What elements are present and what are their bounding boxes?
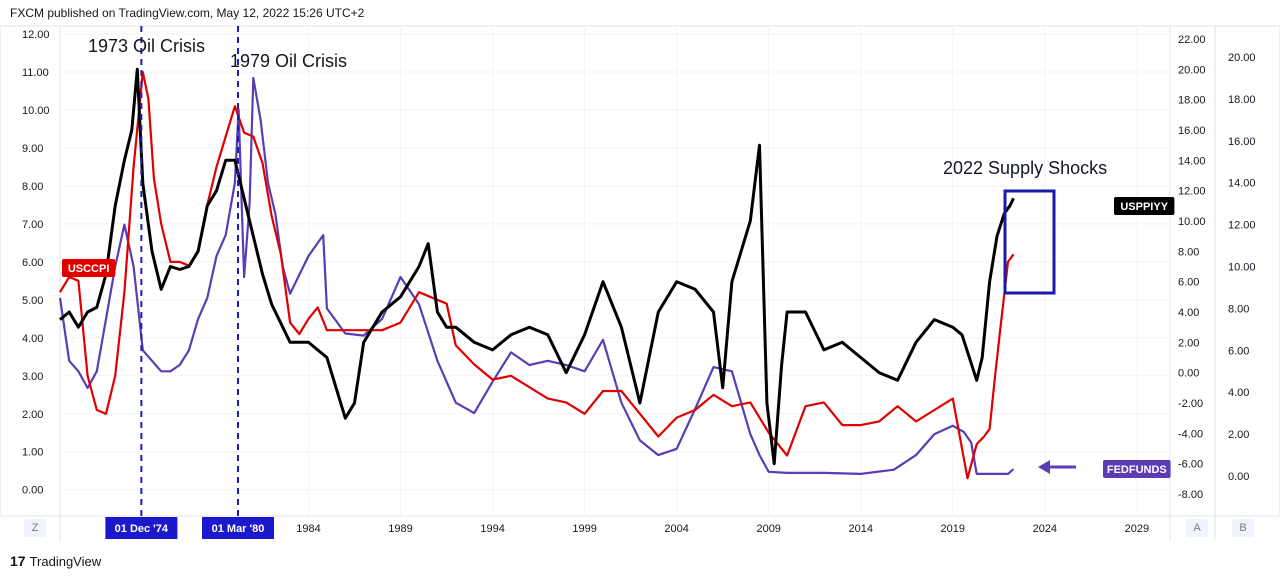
chart-frame [0,25,1280,517]
left-y-tick-label: 8.00 [22,181,43,193]
right-y2-tick-label: 12.00 [1228,220,1256,232]
annotation-text: 2022 Supply Shocks [943,158,1107,178]
right-y2-tick-label: 4.00 [1228,387,1249,399]
vertical-marker-badge [202,517,275,539]
fedfunds-arrow-head [1038,460,1050,474]
series-badge-fedfunds [1103,460,1171,478]
series-line-usppiyy [59,67,1015,466]
right-y2-tick-label: 20.00 [1228,52,1256,64]
auto-scale-left-button[interactable]: Z [24,519,46,537]
x-tick-label: 2019 [941,523,965,535]
x-tick-label: 2004 [664,523,688,535]
tradingview-brand: TradingView [29,553,102,569]
right-y2-tick-label: 6.00 [1228,345,1249,357]
right-y1-tick-label: 14.00 [1178,155,1206,167]
left-y-tick-label: 3.00 [22,371,43,383]
grid-lines [0,25,1280,540]
right-y2-tick-label: 10.00 [1228,262,1256,274]
tradingview-logo[interactable]: 17 TradingView [10,553,101,569]
right-y1-tick-label: 20.00 [1178,64,1206,76]
tradingview-mark-icon: 17 [10,553,26,569]
right-y1-tick-label: -2.00 [1178,398,1203,410]
left-y-tick-label: 2.00 [22,409,43,421]
left-y-tick-label: 4.00 [22,333,43,345]
vertical-marker-label: 01 Dec '74 [115,523,169,535]
series-line-fedfunds [58,76,1015,475]
series-badge-label: USCCPI [68,263,110,275]
series-badge-label: FEDFUNDS [1107,464,1167,476]
right-y1-tick-label: 12.00 [1178,186,1206,198]
right-y1-tick-label: 22.00 [1178,34,1206,46]
right-y1-tick-label: 10.00 [1178,216,1206,228]
right-y2-tick-label: 8.00 [1228,303,1249,315]
vertical-marker-badge [105,517,178,539]
right-y1-tick-label: 8.00 [1178,246,1199,258]
right-y1-tick-label: -8.00 [1178,489,1203,501]
left-y-tick-label: 9.00 [22,143,43,155]
right-y2-tick-label: 16.00 [1228,136,1256,148]
x-tick-label: 2014 [849,523,873,535]
vertical-marker-label: 01 Mar '80 [212,523,265,535]
left-y-tick-label: 0.00 [22,485,43,497]
right-y1-tick-label: -6.00 [1178,459,1203,471]
right-y1-tick-label: 16.00 [1178,125,1206,137]
left-y-tick-label: 12.00 [22,29,50,41]
left-y-tick-label: 7.00 [22,219,43,231]
series-badge-usppiyy [1114,197,1175,215]
right-y2-tick-label: 18.00 [1228,94,1256,106]
series-line-usccpi [59,70,1015,480]
right-y1-tick-label: 4.00 [1178,307,1199,319]
publisher-header: FXCM published on TradingView.com, May 1… [10,6,365,20]
series-badge-usccpi [62,259,116,277]
annotation-text: 1973 Oil Crisis [88,36,205,56]
x-tick-label: 1989 [388,523,412,535]
x-tick-label: 1994 [480,523,504,535]
supply-shock-box [1003,189,1056,295]
right-y1-tick-label: 2.00 [1178,337,1199,349]
left-y-tick-label: 10.00 [22,105,50,117]
left-y-tick-label: 6.00 [22,257,43,269]
left-y-tick-label: 1.00 [22,447,43,459]
vertical-markers: 01 Dec '74 01 Mar '80 [105,26,275,539]
right-y1-tick-label: -4.00 [1178,428,1203,440]
axes: 1984 1989 1994 1999 2004 2009 2014 2019 2024 2029… [22,29,1256,535]
right-y1-tick-label: 0.00 [1178,368,1199,380]
right-y2-tick-label: 2.00 [1228,429,1249,441]
series-lines [58,67,1015,480]
annotation-text: 1979 Oil Crisis [230,51,347,71]
x-tick-label: 2029 [1125,523,1149,535]
x-tick-label: 1984 [296,523,320,535]
auto-scale-a-button[interactable]: A [1186,519,1208,537]
x-tick-label: 1999 [572,523,596,535]
right-y1-tick-label: 18.00 [1178,95,1206,107]
right-y2-tick-label: 0.00 [1228,471,1249,483]
annotations: 1973 Oil Crisis 1979 Oil Crisis 2022 Suppl… [62,36,1175,478]
left-y-tick-label: 5.00 [22,295,43,307]
x-tick-label: 2009 [756,523,780,535]
left-y-tick-label: 11.00 [22,67,49,79]
right-y2-tick-label: 14.00 [1228,178,1256,190]
x-tick-label: 2024 [1033,523,1057,535]
right-y1-tick-label: 6.00 [1178,277,1199,289]
series-badge-label: USPPIYY [1120,201,1168,213]
auto-scale-b-button[interactable]: B [1232,519,1254,537]
